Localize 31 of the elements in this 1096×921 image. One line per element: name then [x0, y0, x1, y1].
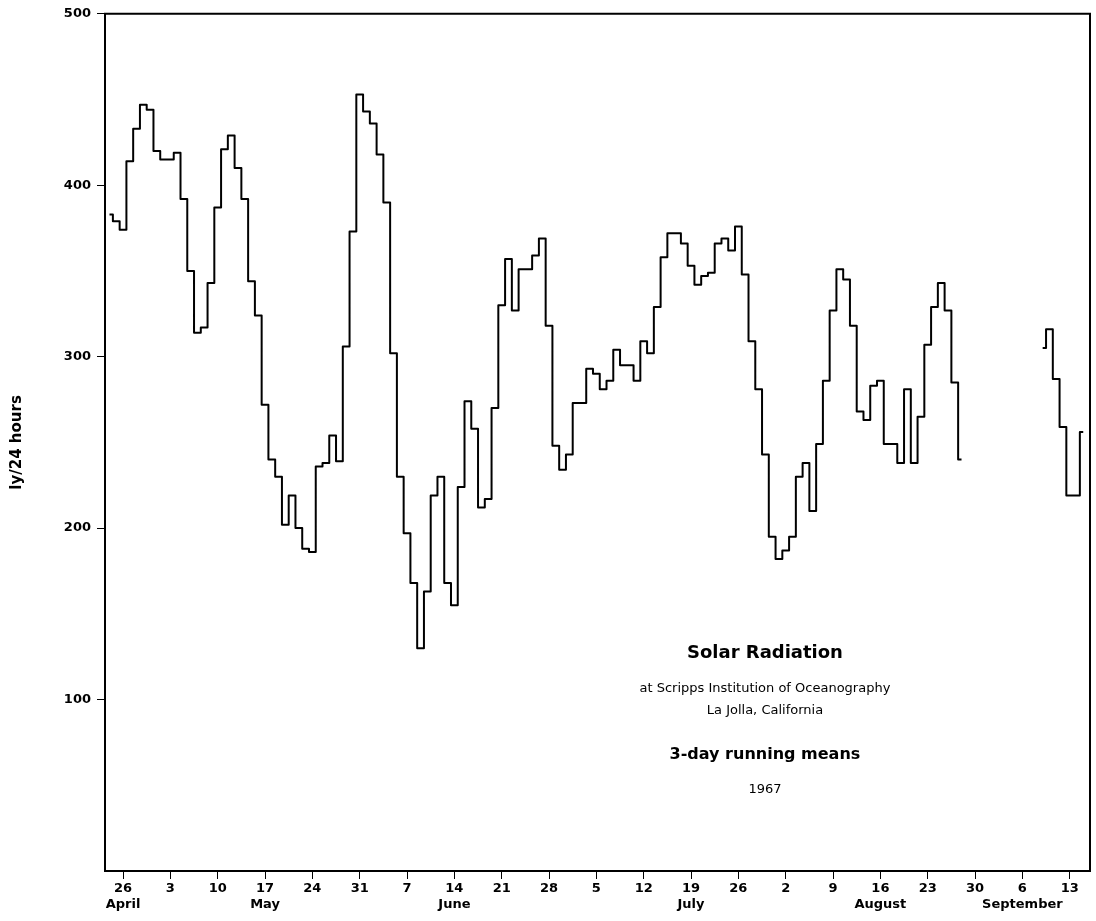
x-tick-label: 14 June — [437, 880, 471, 911]
annotation: 1967 — [748, 780, 782, 796]
annotation: La Jolla, California — [706, 702, 824, 718]
x-tick-label: 23 — [918, 880, 937, 896]
x-tick-label: 10 — [208, 880, 227, 896]
x-tick-label: 19 July — [676, 880, 706, 911]
x-tick-label: 30 — [966, 880, 985, 896]
x-tick-label: 5 — [591, 880, 601, 896]
x-tick-label: 26 — [729, 880, 748, 896]
x-tick-label: 12 — [634, 880, 653, 896]
y-tick-label: 500 — [63, 5, 91, 21]
annotation: 3-day running means — [669, 744, 861, 764]
x-tick-label: 16 August — [854, 880, 907, 911]
x-tick-label: 21 — [492, 880, 511, 896]
y-tick-label: 200 — [63, 519, 91, 535]
x-tick-label: 2 — [781, 880, 791, 896]
y-tick-label: 100 — [63, 690, 91, 706]
y-tick-label: 400 — [63, 176, 91, 192]
x-tick-label: 3 — [165, 880, 175, 896]
y-axis-title: ly/24 hours — [6, 395, 25, 490]
x-tick-label: 26 April — [105, 880, 141, 911]
x-tick-label: 9 — [828, 880, 838, 896]
x-tick-label: 17 May — [250, 880, 281, 911]
x-tick-label: 7 — [402, 880, 412, 896]
text: at Scripps Institution of Oceanography — [639, 679, 891, 695]
y-tick-label: 300 — [63, 348, 91, 364]
x-tick-label: 31 — [350, 880, 369, 896]
x-tick-label: 13 — [1060, 880, 1079, 896]
x-tick-label: 24 — [303, 880, 322, 896]
x-tick-label: 28 — [539, 880, 559, 896]
text: Solar Radiation — [686, 640, 843, 662]
